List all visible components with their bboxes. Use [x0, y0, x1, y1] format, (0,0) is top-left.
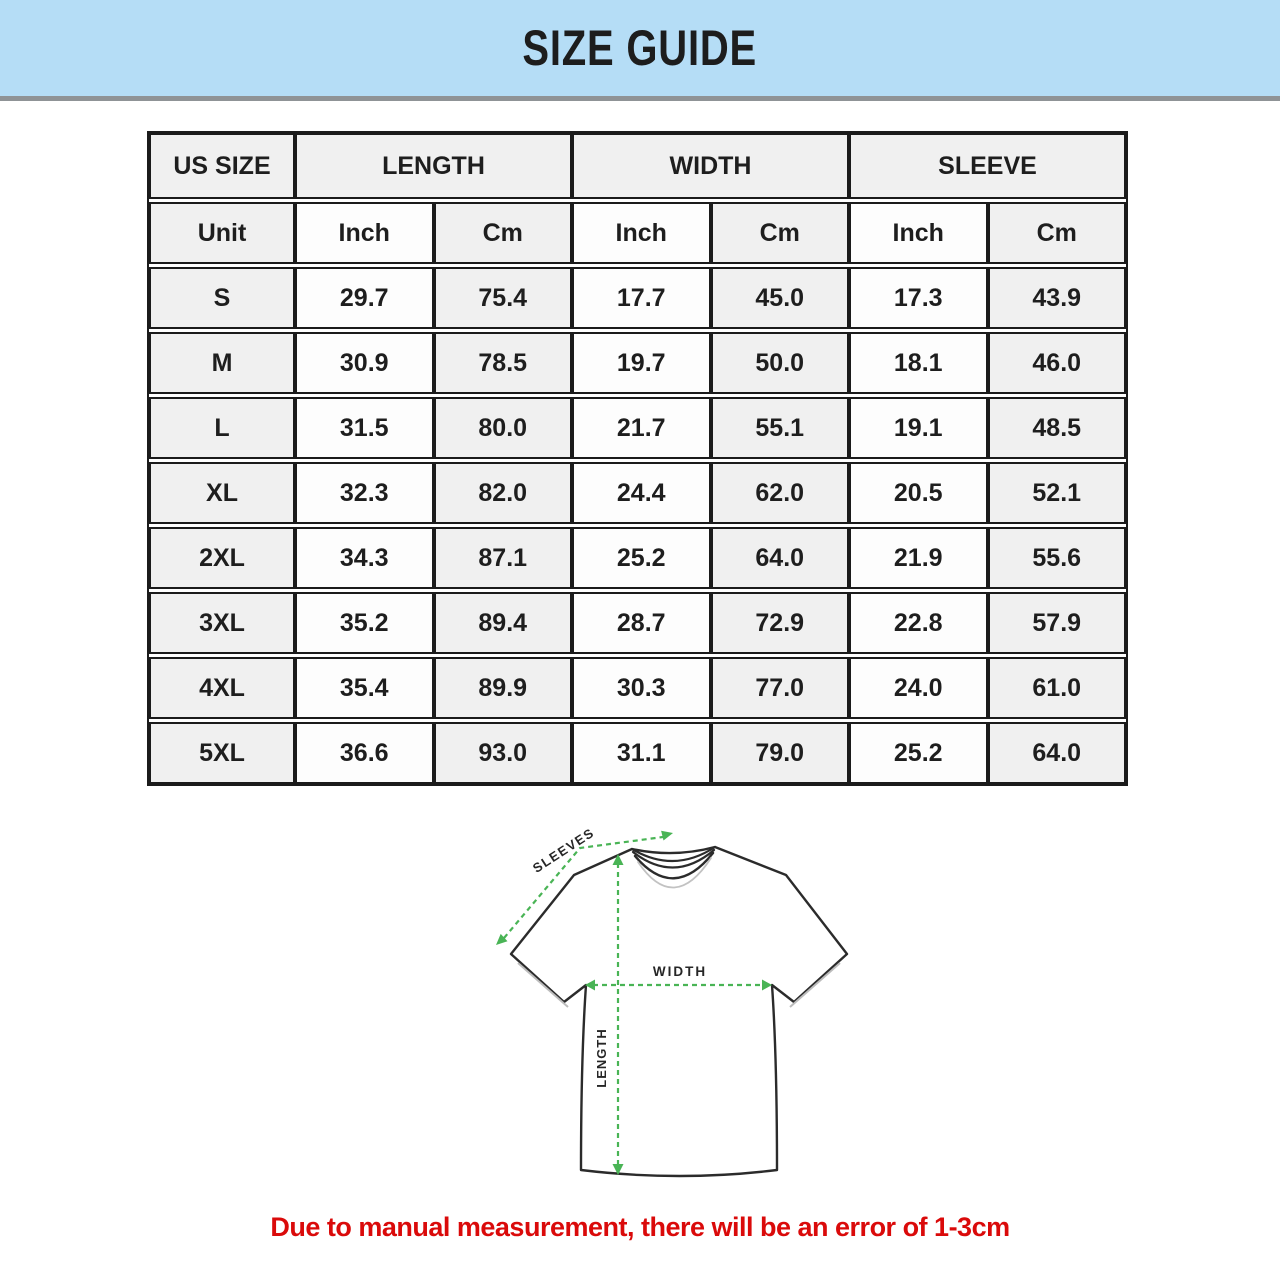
value-cell: 61.0 — [987, 657, 1126, 719]
value-cell: 57.9 — [987, 592, 1126, 654]
value-cell: 31.1 — [572, 722, 711, 784]
value-cell: 50.0 — [710, 332, 849, 394]
value-cell: 80.0 — [433, 397, 572, 459]
value-cell: 22.8 — [849, 592, 988, 654]
size-cell: S — [149, 267, 295, 329]
value-cell: 19.7 — [572, 332, 711, 394]
value-cell: 46.0 — [987, 332, 1126, 394]
collar — [630, 845, 717, 889]
right-cuff-seam — [789, 962, 841, 1008]
page-title: SIZE GUIDE — [522, 20, 758, 76]
value-cell: 29.7 — [295, 267, 434, 329]
sleeve-measure-line — [503, 835, 664, 939]
banner: SIZE GUIDE — [0, 0, 1280, 101]
value-cell: 25.2 — [849, 722, 988, 784]
value-cell: 62.0 — [710, 462, 849, 524]
col-header-width: WIDTH — [572, 133, 849, 199]
length-arrowhead-top — [612, 854, 624, 865]
unit-cell: Inch — [572, 202, 711, 264]
measurement-arrows — [503, 835, 764, 1167]
width-arrowhead-left — [585, 979, 595, 991]
value-cell: 24.4 — [572, 462, 711, 524]
measurement-note: Due to manual measurement, there will be… — [270, 1212, 1010, 1242]
value-cell: 30.3 — [572, 657, 711, 719]
value-cell: 45.0 — [710, 267, 849, 329]
col-header-sleeve: SLEEVE — [849, 133, 1126, 199]
value-cell: 75.4 — [433, 267, 572, 329]
value-cell: 19.1 — [849, 397, 988, 459]
value-cell: 48.5 — [987, 397, 1126, 459]
value-cell: 55.1 — [710, 397, 849, 459]
value-cell: 89.9 — [433, 657, 572, 719]
value-cell: 17.3 — [849, 267, 988, 329]
value-cell: 36.6 — [295, 722, 434, 784]
size-cell: 4XL — [149, 657, 295, 719]
value-cell: 52.1 — [987, 462, 1126, 524]
value-cell: 17.7 — [572, 267, 711, 329]
value-cell: 18.1 — [849, 332, 988, 394]
arrowheads — [496, 830, 772, 1175]
unit-label-cell: Unit — [149, 202, 295, 264]
value-cell: 78.5 — [433, 332, 572, 394]
sleeve-arrowhead-start — [496, 933, 508, 945]
value-cell: 21.7 — [572, 397, 711, 459]
tshirt-diagram: SLEEVES WIDTH LENGTH — [496, 825, 849, 1178]
width-label: WIDTH — [653, 964, 707, 979]
value-cell: 79.0 — [710, 722, 849, 784]
value-cell: 31.5 — [295, 397, 434, 459]
value-cell: 64.0 — [710, 527, 849, 589]
unit-cell: Inch — [295, 202, 434, 264]
size-cell: L — [149, 397, 295, 459]
col-header-length: LENGTH — [295, 133, 572, 199]
length-arrowhead-bottom — [612, 1164, 624, 1175]
value-cell: 72.9 — [710, 592, 849, 654]
value-cell: 43.9 — [987, 267, 1126, 329]
value-cell: 82.0 — [433, 462, 572, 524]
left-cuff-seam — [517, 962, 569, 1008]
value-cell: 21.9 — [849, 527, 988, 589]
value-cell: 77.0 — [710, 657, 849, 719]
value-cell: 28.7 — [572, 592, 711, 654]
value-cell: 34.3 — [295, 527, 434, 589]
size-cell: 5XL — [149, 722, 295, 784]
width-arrowhead-right — [762, 979, 772, 991]
sleeve-arrowhead-end — [661, 830, 673, 841]
size-cell: M — [149, 332, 295, 394]
size-cell: 3XL — [149, 592, 295, 654]
value-cell: 32.3 — [295, 462, 434, 524]
size-cell: XL — [149, 462, 295, 524]
unit-cell: Cm — [987, 202, 1126, 264]
value-cell: 55.6 — [987, 527, 1126, 589]
value-cell: 24.0 — [849, 657, 988, 719]
value-cell: 25.2 — [572, 527, 711, 589]
value-cell: 30.9 — [295, 332, 434, 394]
value-cell: 93.0 — [433, 722, 572, 784]
length-label: LENGTH — [594, 1028, 609, 1087]
col-header-us-size: US SIZE — [149, 133, 295, 199]
size-table: US SIZE LENGTH WIDTH SLEEVE Unit Inch Cm… — [147, 131, 1128, 786]
value-cell: 64.0 — [987, 722, 1126, 784]
value-cell: 89.4 — [433, 592, 572, 654]
unit-cell: Cm — [710, 202, 849, 264]
tshirt-outline — [509, 845, 849, 1178]
unit-cell: Cm — [433, 202, 572, 264]
value-cell: 87.1 — [433, 527, 572, 589]
value-cell: 35.4 — [295, 657, 434, 719]
value-cell: 20.5 — [849, 462, 988, 524]
size-cell: 2XL — [149, 527, 295, 589]
unit-cell: Inch — [849, 202, 988, 264]
value-cell: 35.2 — [295, 592, 434, 654]
